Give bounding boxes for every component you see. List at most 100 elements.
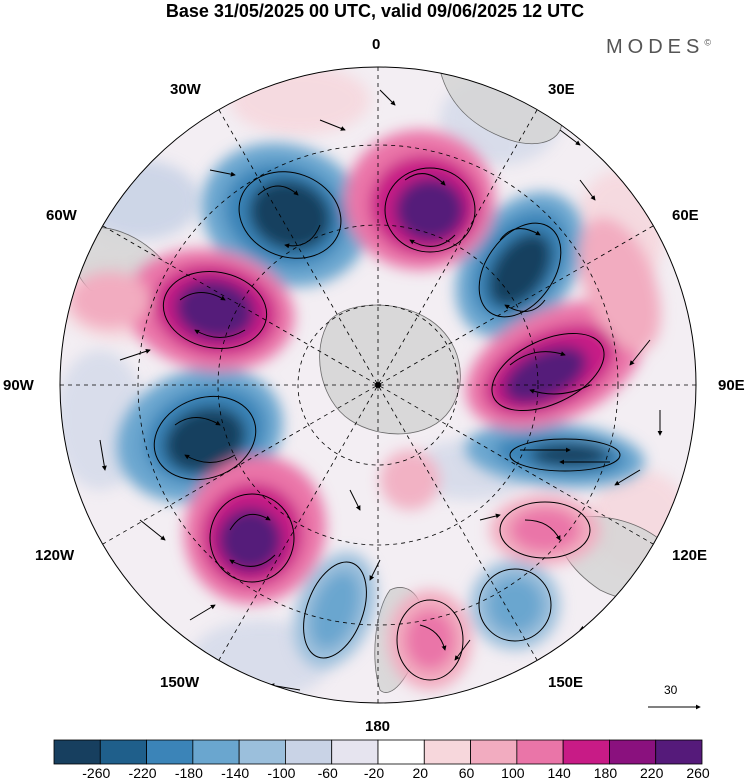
- wind-arrow: [229, 554, 276, 567]
- wind-arrow: [524, 519, 561, 541]
- wind-arrow: [409, 234, 456, 247]
- contour-line: [478, 222, 562, 318]
- colorbar-tick-label: 260: [686, 765, 710, 781]
- longitude-label-90e: 90E: [718, 377, 745, 394]
- colorbar: [53, 739, 703, 765]
- colorbar-swatch: [377, 739, 425, 765]
- colorbar-swatch: [423, 739, 471, 765]
- colorbar-swatch: [562, 739, 610, 765]
- longitude-label-120e: 120E: [672, 547, 708, 564]
- wind-arrow: [509, 351, 566, 366]
- colorbar-swatch: [99, 739, 147, 765]
- colorbar-swatch: [516, 739, 564, 765]
- colorbar-swatch: [192, 739, 240, 765]
- longitude-label-0: 0: [372, 36, 381, 53]
- longitude-label-150w: 150W: [160, 674, 200, 691]
- contour-line: [162, 271, 268, 349]
- meridian-60w-120e: [102, 225, 654, 545]
- contour-line: [238, 171, 342, 259]
- colorbar-tick-label: 180: [593, 765, 618, 781]
- wind-vectors: [99, 89, 663, 691]
- contour-line: [509, 438, 621, 472]
- longitude-label-60w: 60W: [46, 207, 77, 224]
- colorbar-tick-label: -260: [82, 765, 111, 781]
- wind-arrow: [184, 454, 236, 463]
- antarctica: [319, 304, 461, 435]
- colorbar-swatch: [53, 739, 101, 765]
- colorbar-tick-label: 140: [547, 765, 571, 781]
- wind-arrow: [319, 119, 346, 131]
- wind-arrow: [209, 169, 236, 177]
- contour-line: [384, 167, 476, 253]
- contour-line: [153, 395, 257, 481]
- colorbar-tick-label: 100: [501, 765, 525, 781]
- colorbar-swatch: [146, 739, 194, 765]
- contour-line: [491, 332, 605, 412]
- wind-arrow: [119, 348, 151, 361]
- reference-vector-label: 30: [664, 683, 678, 697]
- wind-arrow: [99, 439, 107, 471]
- longitude-label-30w: 30W: [170, 81, 201, 98]
- graticule: [60, 67, 696, 703]
- wind-arrow: [229, 513, 271, 531]
- colorbar-swatch: [470, 739, 518, 765]
- longitude-label-60e: 60E: [672, 207, 699, 224]
- wind-arrow: [529, 384, 591, 395]
- map-disc: [60, 67, 696, 703]
- meridian-30w-150e: [218, 109, 538, 661]
- longitude-label-180: 180: [365, 718, 391, 735]
- wind-arrow: [349, 489, 361, 511]
- colorbar-tick-label: 220: [640, 765, 664, 781]
- colorbar-tick-label: -220: [128, 765, 157, 781]
- contour-line: [209, 493, 295, 583]
- colorbar-tick-label: 20: [412, 765, 429, 781]
- wind-arrow: [189, 604, 216, 621]
- meridian-60e-120w: [102, 225, 654, 545]
- wind-arrow: [454, 639, 471, 661]
- wind-arrow: [179, 292, 226, 301]
- wind-arrow: [504, 299, 546, 312]
- wind-arrow: [499, 228, 541, 241]
- wind-arrow: [404, 173, 446, 186]
- colorbar-tick-label: -140: [221, 765, 250, 781]
- colorbar-swatch: [238, 739, 286, 765]
- brand-logo: MODES©: [606, 36, 711, 59]
- colorbar-tick-label: -100: [267, 765, 296, 781]
- wind-arrow: [379, 89, 396, 106]
- south-pole-marker: [375, 382, 381, 388]
- contour-line: [396, 599, 464, 681]
- contour-line: [303, 561, 367, 659]
- wind-arrow: [559, 129, 581, 146]
- latitude-circle: [217, 224, 539, 546]
- colorbar-swatch: [609, 739, 657, 765]
- latitude-circle: [137, 144, 619, 626]
- wind-arrow: [579, 179, 596, 201]
- wind-arrow: [419, 624, 447, 651]
- wind-arrow: [139, 519, 166, 541]
- wind-arrow: [614, 469, 641, 486]
- colorbar-swatch: [285, 739, 333, 765]
- wind-arrow: [174, 417, 221, 426]
- longitude-label-120w: 120W: [35, 547, 75, 564]
- colorbar-tick-label: -60: [317, 765, 338, 781]
- wind-arrow: [194, 329, 246, 338]
- latitude-circle: [297, 304, 459, 466]
- colorbar-tick-label: 60: [458, 765, 475, 781]
- contour-line: [499, 501, 591, 559]
- brand-copyright-mark: ©: [704, 37, 711, 48]
- contour-line: [478, 568, 552, 642]
- colorbar-swatch: [331, 739, 379, 765]
- anomaly-centres: [70, 130, 661, 690]
- longitude-label-30e: 30E: [548, 81, 575, 98]
- colorbar-swatch: [655, 739, 703, 765]
- wind-arrow: [629, 339, 651, 366]
- map-title: Base 31/05/2025 00 UTC, valid 09/06/2025…: [165, 1, 585, 21]
- wind-arrow: [284, 224, 321, 249]
- map-border: [59, 66, 697, 704]
- colorbar-tick-label: -20: [363, 765, 385, 781]
- meridian-30e-150w: [218, 109, 538, 661]
- brand-name: MODES: [606, 36, 705, 58]
- wind-arrow: [257, 185, 299, 196]
- longitude-label-150e: 150E: [548, 674, 584, 691]
